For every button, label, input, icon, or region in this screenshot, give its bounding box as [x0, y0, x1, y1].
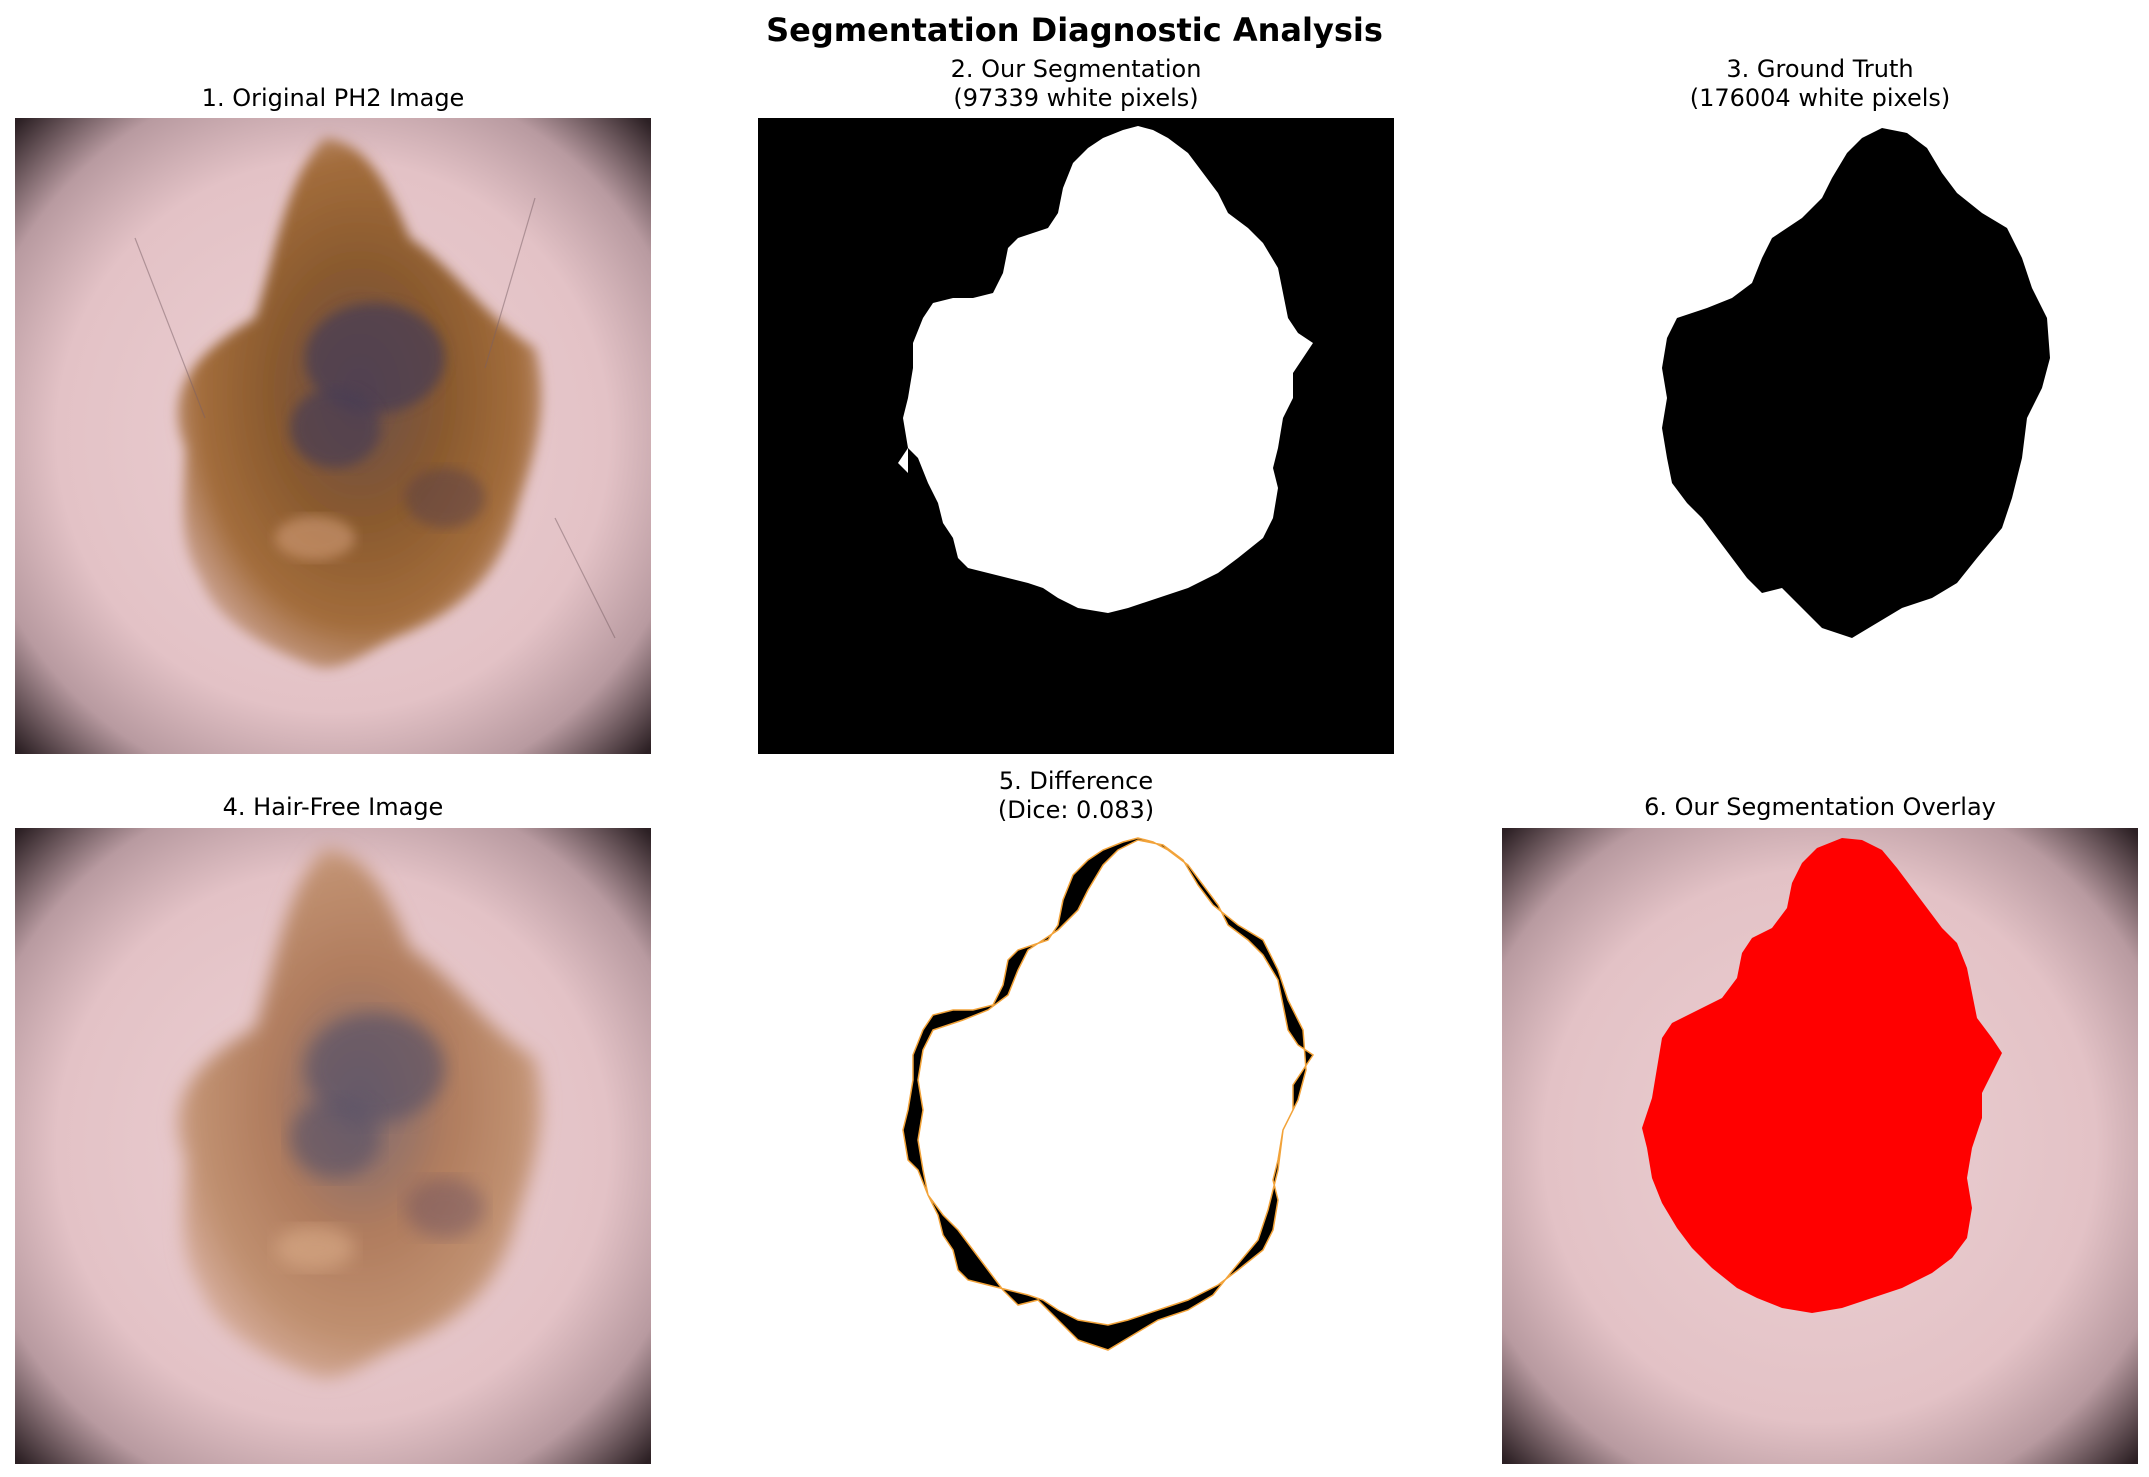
difference-map-graphic	[758, 830, 1394, 1466]
ground-truth-mask-graphic	[1502, 118, 2138, 754]
original-dermoscopy-image	[15, 118, 651, 754]
panel-title: 2. Our Segmentation (97339 white pixels)	[950, 55, 1202, 112]
ground-truth-mask	[1502, 118, 2138, 754]
hair-free-image-graphic	[15, 828, 651, 1464]
difference-map	[758, 830, 1394, 1466]
segmentation-mask	[758, 118, 1394, 754]
figure-title: Segmentation Diagnostic Analysis	[766, 11, 1383, 49]
segmentation-mask-graphic	[758, 118, 1394, 754]
panel-title: 1. Original PH2 Image	[201, 84, 465, 112]
panel-title: 5. Difference (Dice: 0.083)	[997, 767, 1155, 824]
original-image-graphic	[15, 118, 651, 754]
panel-title: 4. Hair-Free Image	[222, 793, 444, 821]
overlay-image-graphic	[1502, 828, 2138, 1464]
hair-free-image	[15, 828, 651, 1464]
panel-title: 3. Ground Truth (176004 white pixels)	[1689, 55, 1951, 112]
segmentation-overlay-image	[1502, 828, 2138, 1464]
panel-title: 6. Our Segmentation Overlay	[1644, 793, 1996, 821]
